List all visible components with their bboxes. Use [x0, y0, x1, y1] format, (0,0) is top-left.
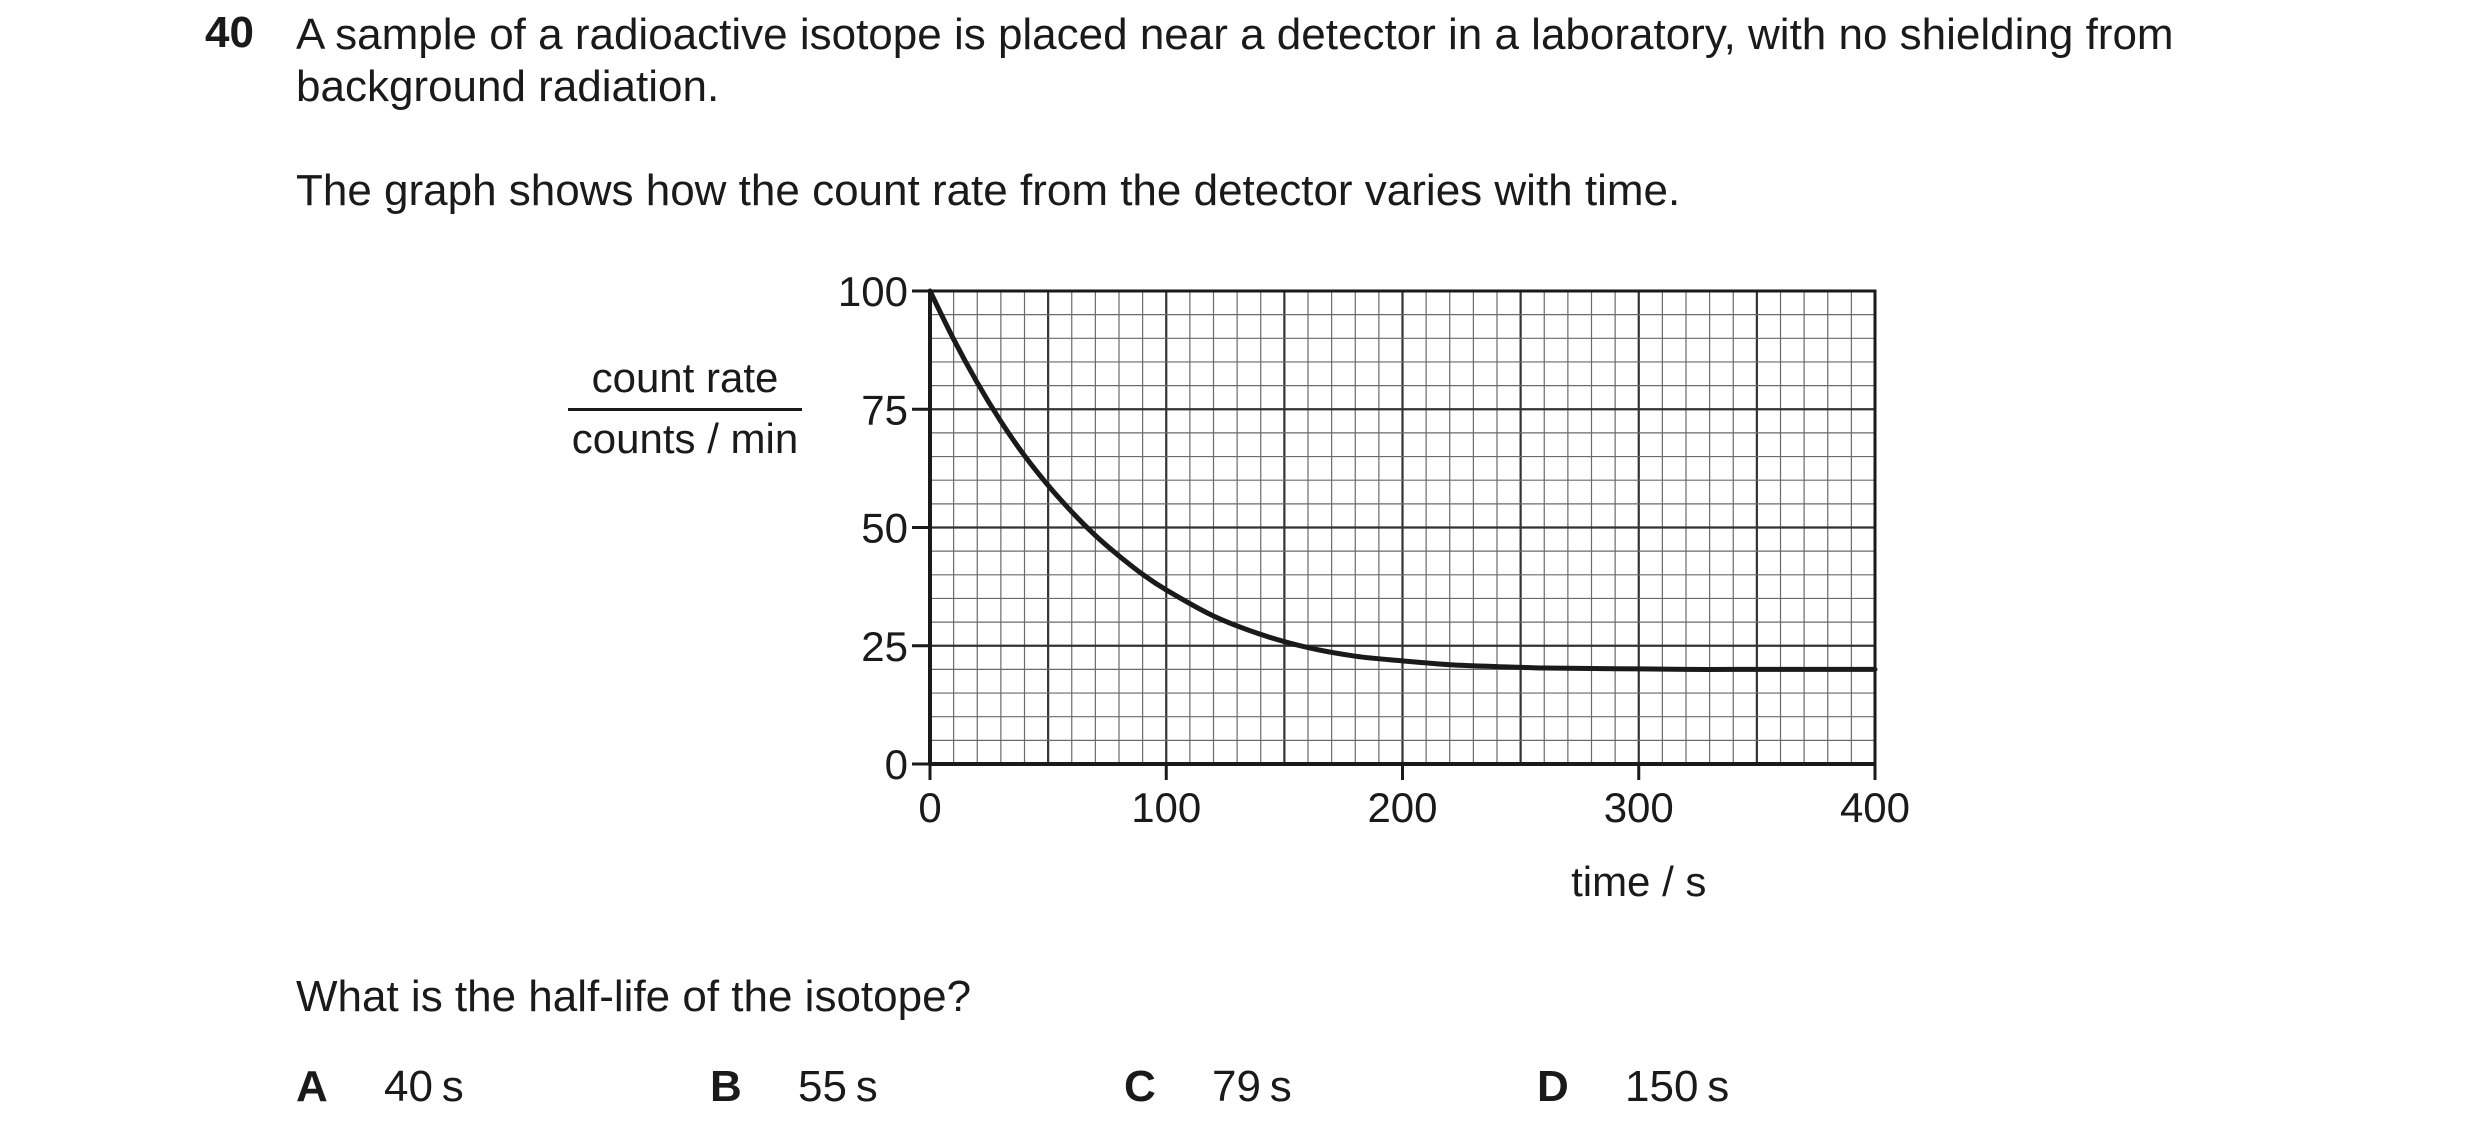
- x-tick-label: 300: [1604, 784, 1674, 831]
- option-b-value: 55 s: [798, 1062, 878, 1111]
- option-a[interactable]: A 40 s: [296, 1062, 464, 1112]
- y-axis-label: count rate counts / min: [560, 354, 810, 463]
- y-tick-label: 75: [861, 386, 908, 433]
- y-axis-label-numerator: count rate: [591, 354, 779, 401]
- option-d-value: 150 s: [1625, 1062, 1730, 1111]
- y-axis-label-denominator: counts / min: [571, 415, 799, 462]
- question-stem-line-1: A sample of a radioactive isotope is pla…: [296, 10, 2174, 59]
- x-tick-label: 100: [1131, 784, 1201, 831]
- y-tick-label: 0: [885, 741, 908, 788]
- option-d[interactable]: D 150 s: [1537, 1062, 1729, 1112]
- y-axis-label-fraction-bar: [568, 408, 802, 411]
- option-b[interactable]: B 55 s: [710, 1062, 878, 1112]
- question-number: 40: [205, 8, 254, 57]
- y-tick-label: 50: [861, 505, 908, 552]
- count-rate-curve: [927, 288, 1878, 672]
- option-c-letter: C: [1124, 1062, 1156, 1111]
- option-c-value: 79 s: [1212, 1062, 1292, 1111]
- question-stem-line-3: The graph shows how the count rate from …: [296, 166, 1681, 215]
- x-tick-label: 0: [918, 784, 941, 831]
- question-stem-line-2: background radiation.: [296, 62, 720, 111]
- x-axis-label: time / s: [1571, 858, 1706, 905]
- y-tick-label: 25: [861, 623, 908, 670]
- x-tick-label: 400: [1840, 784, 1910, 831]
- x-tick-label: 200: [1367, 784, 1437, 831]
- option-a-value: 40 s: [384, 1062, 464, 1111]
- question-prompt: What is the half-life of the isotope?: [296, 972, 972, 1021]
- option-b-letter: B: [710, 1062, 742, 1111]
- option-c[interactable]: C 79 s: [1124, 1062, 1292, 1112]
- y-tick-label: 100: [838, 268, 908, 315]
- option-a-letter: A: [296, 1062, 328, 1111]
- option-d-letter: D: [1537, 1062, 1569, 1111]
